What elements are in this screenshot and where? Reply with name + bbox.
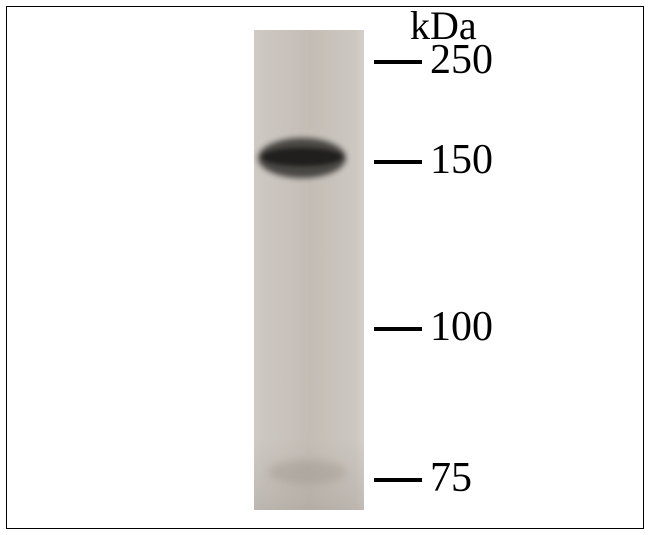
mw-tick-100 bbox=[374, 327, 422, 331]
blot-band-2 bbox=[268, 460, 346, 484]
blot-lane-shade bbox=[254, 30, 364, 510]
mw-label-250: 250 bbox=[430, 36, 493, 84]
mw-label-150: 150 bbox=[430, 136, 493, 184]
mw-tick-75 bbox=[374, 478, 422, 482]
mw-tick-250 bbox=[374, 60, 422, 64]
mw-label-75: 75 bbox=[430, 454, 472, 502]
blot-band-1 bbox=[262, 148, 342, 166]
mw-label-100: 100 bbox=[430, 303, 493, 351]
mw-tick-150 bbox=[374, 160, 422, 164]
